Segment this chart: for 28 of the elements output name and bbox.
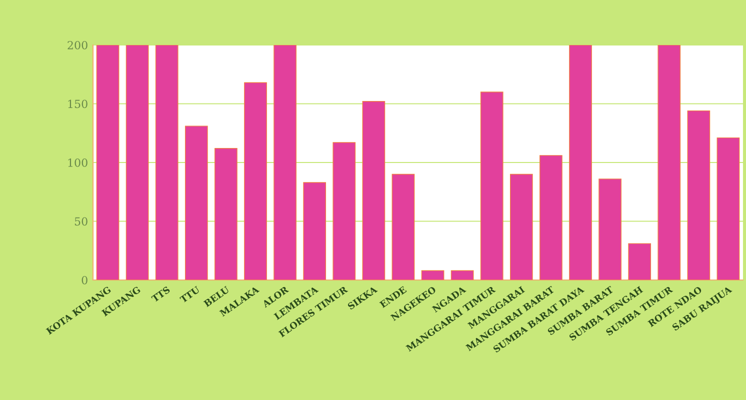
- bar: [540, 155, 562, 280]
- y-tick-label: 100: [68, 158, 88, 167]
- bar: [214, 148, 238, 280]
- bar: [126, 45, 149, 280]
- bar: [687, 110, 710, 280]
- bar: [480, 92, 504, 280]
- bar: [450, 270, 474, 280]
- bar: [598, 178, 622, 280]
- bar: [716, 137, 740, 280]
- x-tick-label: TTS: [150, 286, 170, 302]
- bar: [658, 45, 681, 280]
- y-tick-label: 0: [82, 276, 88, 284]
- bar: [421, 270, 444, 280]
- y-tick-label: 150: [68, 100, 88, 108]
- bar: [392, 174, 415, 280]
- bar: [362, 101, 386, 280]
- y-tick-label: 50: [74, 217, 88, 226]
- bar: [244, 82, 267, 280]
- bar: [96, 45, 120, 280]
- bar: [628, 243, 652, 280]
- bar: [155, 45, 178, 280]
- bar: [274, 45, 296, 280]
- bar: [569, 45, 592, 280]
- bar: [184, 126, 208, 280]
- y-tick-label: 200: [68, 40, 88, 50]
- bar: [510, 174, 533, 280]
- bar: [332, 142, 356, 280]
- bar: [303, 182, 326, 280]
